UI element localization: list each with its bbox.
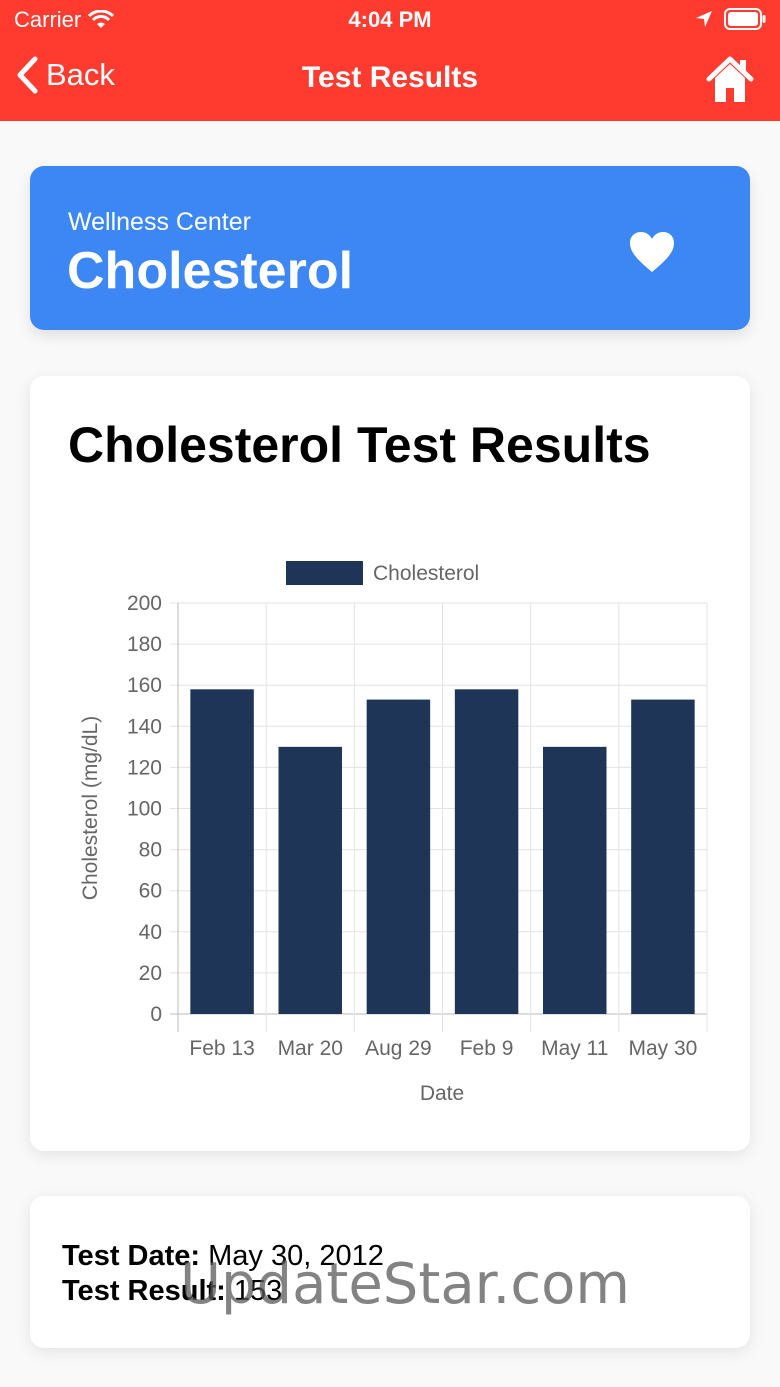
results-chart-card: Cholesterol Test Results 0 20 40 60 80 100 120… xyxy=(30,376,750,1151)
test-date-line: Test Date: May 30, 2012 xyxy=(62,1240,384,1273)
x-tick-label: Mar 20 xyxy=(278,1037,343,1060)
y-tick-label: 160 xyxy=(127,674,162,697)
test-info-card: Test Date: May 30, 2012 Test Result: 153 xyxy=(30,1196,750,1348)
y-tick-label: 40 xyxy=(139,921,162,944)
x-tick-label: Feb 13 xyxy=(189,1037,254,1060)
test-result-value: 153 xyxy=(233,1275,283,1307)
x-tick-label: May 11 xyxy=(541,1037,608,1060)
y-tick-label: 20 xyxy=(139,962,162,985)
banner-title: Cholesterol xyxy=(67,242,354,300)
home-button[interactable] xyxy=(706,54,754,109)
legend-label: Cholesterol xyxy=(373,562,479,585)
bar-may-11[interactable] xyxy=(543,746,607,1014)
y-tick-label: 60 xyxy=(139,880,162,903)
chart-card-title: Cholesterol Test Results xyxy=(68,417,651,473)
top-bar: Carrier 4:04 PM Back Test Results xyxy=(0,0,780,121)
y-tick-label: 140 xyxy=(127,715,162,738)
bar-feb-13[interactable] xyxy=(190,689,254,1014)
y-tick-label: 0 xyxy=(150,1003,162,1026)
carrier-label: Carrier xyxy=(14,7,82,32)
bar-aug-29[interactable] xyxy=(366,699,431,1014)
test-result-label: Test Result: xyxy=(62,1275,226,1307)
status-carrier: Carrier xyxy=(14,7,115,33)
x-tick-label: May 30 xyxy=(628,1037,697,1060)
location-arrow-icon xyxy=(696,11,712,27)
chevron-left-icon xyxy=(17,56,38,94)
home-icon xyxy=(706,56,754,102)
x-tick-label: Feb 9 xyxy=(460,1037,514,1060)
y-axis-label: Cholesterol (mg/dL) xyxy=(79,716,102,900)
legend-swatch xyxy=(286,561,363,585)
x-tick-label: Aug 29 xyxy=(365,1037,432,1060)
back-label: Back xyxy=(46,57,115,92)
wifi-icon xyxy=(88,10,115,28)
test-result-line: Test Result: 153 xyxy=(62,1275,282,1308)
bar-mar-20[interactable] xyxy=(278,746,342,1014)
banner-subtitle: Wellness Center xyxy=(68,208,251,236)
y-tick-label: 180 xyxy=(127,633,162,656)
status-time: 4:04 PM xyxy=(348,7,432,32)
cholesterol-bar-chart: 0 20 40 60 80 100 120 140 160 180 200 Feb 13 Mar 20 A… xyxy=(79,561,708,1105)
bar-may-30[interactable] xyxy=(631,699,695,1014)
y-tick-label: 120 xyxy=(127,756,162,779)
bar-feb-9[interactable] xyxy=(454,689,519,1014)
x-axis-label: Date xyxy=(420,1082,464,1105)
y-tick-label: 100 xyxy=(127,798,162,821)
y-tick-label: 200 xyxy=(127,592,162,615)
test-date-label: Test Date: xyxy=(62,1240,201,1272)
page-title: Test Results xyxy=(301,61,479,94)
y-tick-label: 80 xyxy=(139,839,162,862)
wellness-banner: Wellness Center Cholesterol xyxy=(30,166,750,330)
status-right xyxy=(684,8,766,30)
back-button[interactable]: Back xyxy=(16,56,115,94)
test-date-value: May 30, 2012 xyxy=(208,1240,384,1272)
heart-icon xyxy=(630,232,674,272)
battery-icon xyxy=(724,8,766,30)
